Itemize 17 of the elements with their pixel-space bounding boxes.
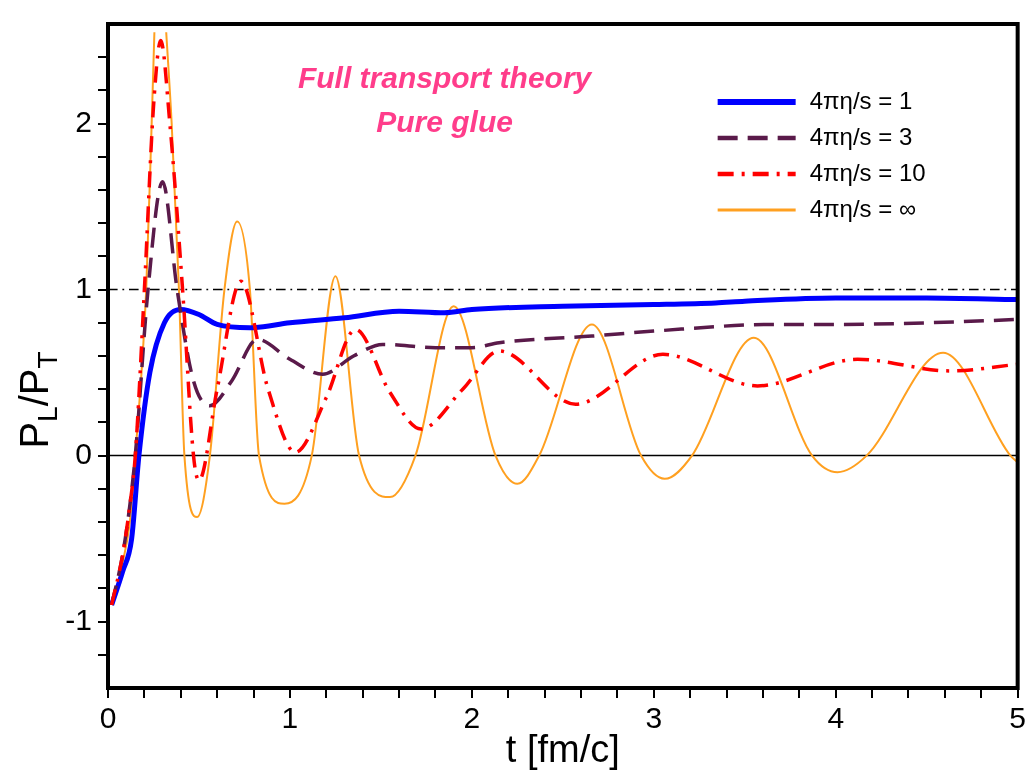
x-tick-label: 1 bbox=[281, 701, 299, 735]
legend-label: 4πη/s = 1 bbox=[809, 86, 913, 114]
y-tick-label: 2 bbox=[75, 104, 92, 138]
legend-label: 4πη/s = 3 bbox=[809, 122, 913, 150]
x-tick-label: 4 bbox=[827, 701, 845, 735]
y-tick-label: 0 bbox=[75, 436, 92, 470]
x-tick-label: 0 bbox=[99, 701, 117, 735]
y-tick-label: -1 bbox=[65, 602, 92, 636]
legend-label: 4πη/s = ∞ bbox=[809, 194, 917, 222]
x-tick-label: 3 bbox=[645, 701, 663, 735]
x-tick-label: 2 bbox=[463, 701, 481, 735]
legend-label: 4πη/s = 10 bbox=[809, 158, 926, 186]
annotation: Full transport theory bbox=[297, 61, 593, 95]
y-tick-label: 1 bbox=[75, 270, 92, 304]
x-axis-title: t [fm/c] bbox=[505, 727, 620, 770]
annotation: Pure glue bbox=[376, 105, 513, 139]
x-tick-label: 5 bbox=[1009, 701, 1026, 735]
